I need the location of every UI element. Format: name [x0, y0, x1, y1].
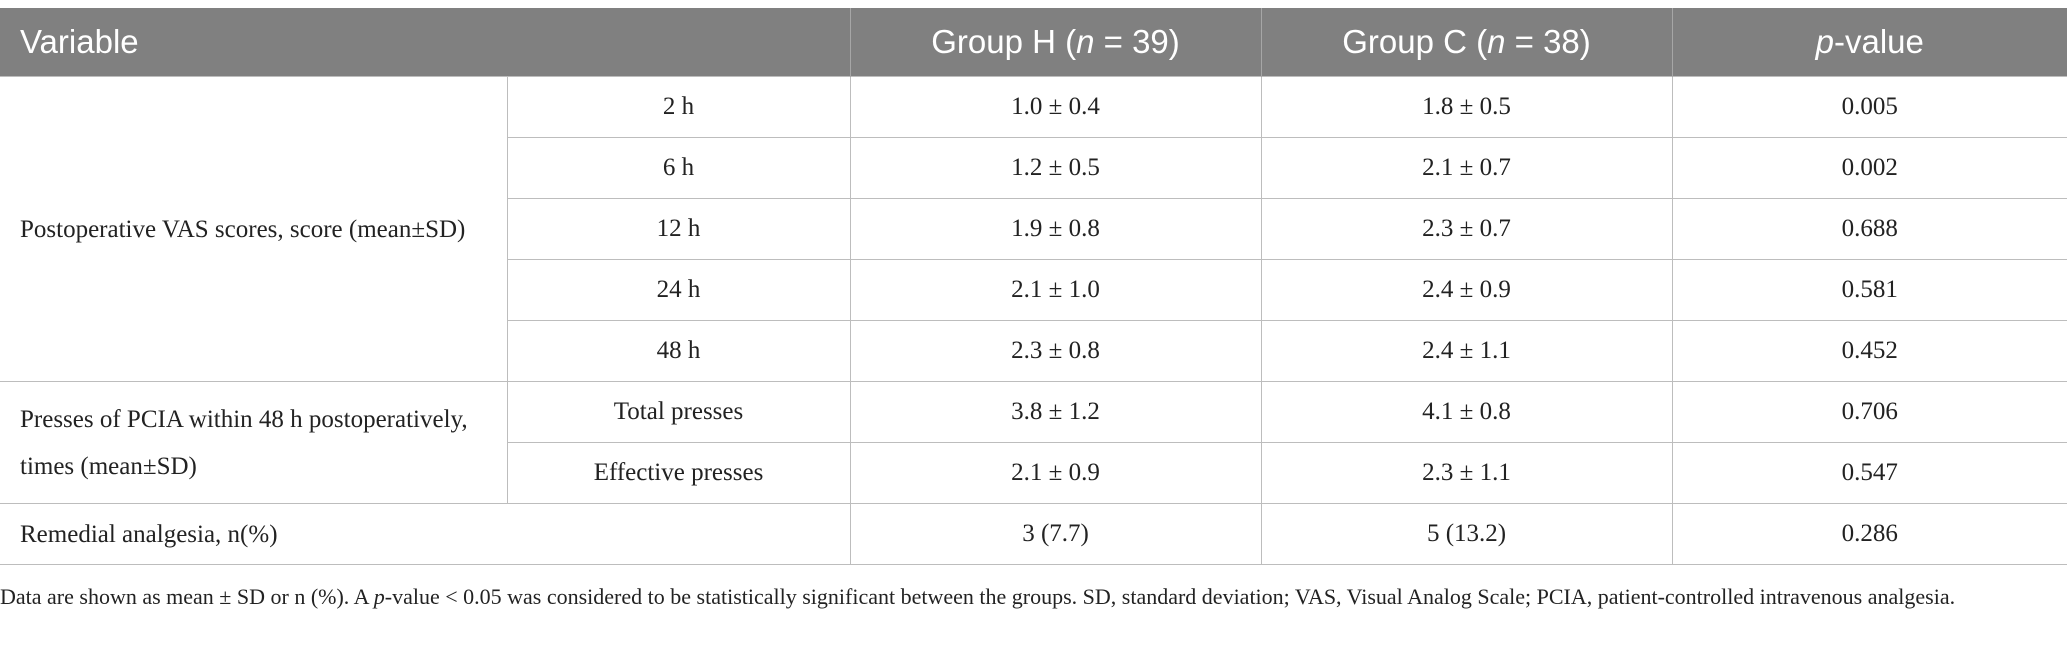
header-group-h-n: n [1076, 23, 1095, 60]
table-row: Effective presses 2.1 ± 0.9 2.3 ± 1.1 0.… [0, 442, 2067, 504]
table-row: 6 h 1.2 ± 0.5 2.1 ± 0.7 0.002 [0, 137, 2067, 199]
table-row: 24 h 2.1 ± 1.0 2.4 ± 0.9 0.581 [0, 259, 2067, 321]
vas-group-c: 2.4 ± 1.1 [1260, 320, 1673, 382]
pcia-p-value: 0.706 [1671, 381, 2067, 443]
vas-group-h: 2.3 ± 0.8 [849, 320, 1262, 382]
header-variable: Variable [0, 8, 851, 77]
vas-p-value: 0.002 [1671, 137, 2067, 199]
header-p-suffix: -value [1834, 23, 1924, 60]
remedial-label: Remedial analgesia, n(%) [0, 503, 851, 565]
table-row: 48 h 2.3 ± 0.8 2.4 ± 1.1 0.452 [0, 320, 2067, 382]
header-p-value: p-value [1671, 8, 2067, 77]
header-group-h-prefix: Group H ( [931, 23, 1077, 60]
vas-p-value: 0.688 [1671, 198, 2067, 260]
pcia-type: Effective presses [507, 442, 851, 504]
table-row: 12 h 1.9 ± 0.8 2.3 ± 0.7 0.688 [0, 198, 2067, 260]
table-row: Remedial analgesia, n(%) 3 (7.7) 5 (13.2… [0, 503, 2067, 565]
pcia-label: Presses of PCIA within 48 h postoperativ… [0, 381, 508, 504]
header-group-c-prefix: Group C ( [1342, 23, 1488, 60]
header-p-italic: p [1815, 23, 1834, 60]
pcia-type: Total presses [506, 381, 851, 443]
footnote-part-1: Data are shown as mean ± SD or n (%). A [0, 584, 374, 609]
pcia-group-h: 3.8 ± 1.2 [849, 381, 1262, 443]
vas-p-value: 0.005 [1671, 76, 2067, 138]
vas-time: 12 h [507, 198, 851, 260]
header-row: Variable Group H (n = 39) Group C (n = 3… [0, 8, 2067, 77]
vas-time: 48 h [507, 320, 851, 382]
footnote-p-italic: p [373, 584, 385, 609]
vas-group-h: 1.0 ± 0.4 [849, 76, 1262, 138]
table-row: Postoperative VAS scores, score (mean±SD… [0, 76, 2067, 382]
table-footnote: Data are shown as mean ± SD or n (%). A … [0, 580, 2060, 614]
pcia-group-c: 2.3 ± 1.1 [1260, 442, 1673, 504]
remedial-group-c: 5 (13.2) [1260, 503, 1673, 565]
pcia-group-h: 2.1 ± 0.9 [849, 442, 1262, 504]
vas-p-value: 0.452 [1671, 320, 2067, 382]
vas-p-value: 0.581 [1671, 259, 2067, 321]
vas-time: 2 h [506, 76, 851, 138]
header-group-c-suffix: = 38) [1505, 23, 1591, 60]
header-group-c: Group C (n = 38) [1260, 8, 1673, 77]
results-table: Variable Group H (n = 39) Group C (n = 3… [0, 8, 2067, 565]
vas-group-c: 1.8 ± 0.5 [1260, 76, 1673, 138]
vas-group-c: 2.1 ± 0.7 [1260, 137, 1673, 199]
pcia-group-c: 4.1 ± 0.8 [1260, 381, 1673, 443]
results-table-container: Variable Group H (n = 39) Group C (n = 3… [0, 8, 2067, 565]
remedial-group-h: 3 (7.7) [849, 503, 1262, 565]
header-group-h: Group H (n = 39) [849, 8, 1262, 77]
table-row: Presses of PCIA within 48 h postoperativ… [0, 381, 2067, 504]
vas-time: 24 h [507, 259, 851, 321]
pcia-p-value: 0.547 [1671, 442, 2067, 504]
footnote-part-2: -value < 0.05 was considered to be stati… [384, 584, 1956, 609]
vas-group-h: 1.2 ± 0.5 [849, 137, 1262, 199]
vas-time: 6 h [507, 137, 851, 199]
vas-group-c: 2.4 ± 0.9 [1260, 259, 1673, 321]
remedial-p-value: 0.286 [1671, 503, 2067, 565]
vas-group-h: 1.9 ± 0.8 [849, 198, 1262, 260]
vas-label: Postoperative VAS scores, score (mean±SD… [0, 76, 508, 382]
vas-group-c: 2.3 ± 0.7 [1260, 198, 1673, 260]
header-group-c-n: n [1487, 23, 1506, 60]
vas-group-h: 2.1 ± 1.0 [849, 259, 1262, 321]
header-group-h-suffix: = 39) [1094, 23, 1180, 60]
